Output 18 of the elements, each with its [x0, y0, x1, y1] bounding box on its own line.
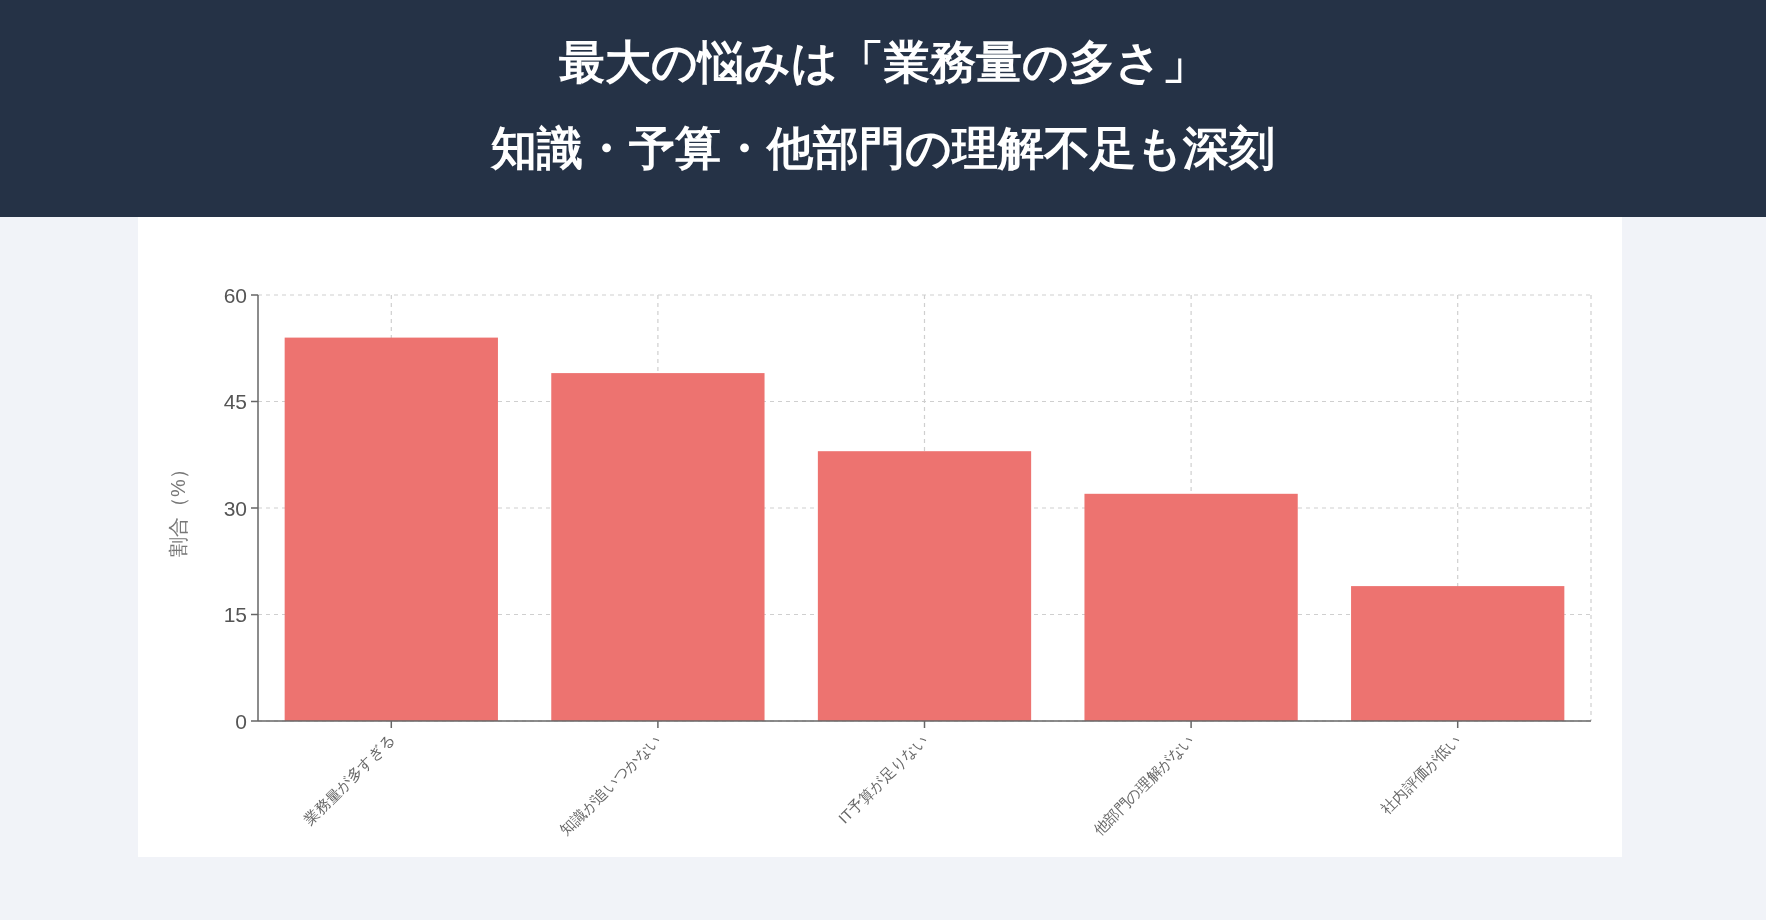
y-tick-label: 30 — [223, 496, 247, 520]
x-tick-label: 社内評価が低い — [1377, 730, 1464, 818]
x-tick-label: 知識が追いつかない — [556, 730, 664, 839]
chart-title: 最大の悩みは「業務量の多さ」 — [558, 36, 1208, 88]
x-tick-label: 他部門の理解がない — [1089, 730, 1198, 839]
y-tick-label: 0 — [235, 709, 247, 733]
bar — [1351, 586, 1565, 721]
chart-subtitle: 知識・予算・他部門の理解不足も深刻 — [490, 122, 1275, 174]
bar — [817, 451, 1032, 721]
bar — [1084, 493, 1298, 721]
y-tick-label: 45 — [223, 390, 247, 413]
x-tick-label: IT予算が足りない — [834, 730, 931, 827]
y-axis-title: 割合（%） — [167, 459, 189, 557]
y-tick-label: 60 — [223, 283, 247, 307]
bar — [551, 373, 765, 721]
x-tick-label: 業務量が多すぎる — [300, 730, 398, 828]
bar — [284, 337, 498, 721]
y-tick-label: 15 — [223, 603, 247, 626]
